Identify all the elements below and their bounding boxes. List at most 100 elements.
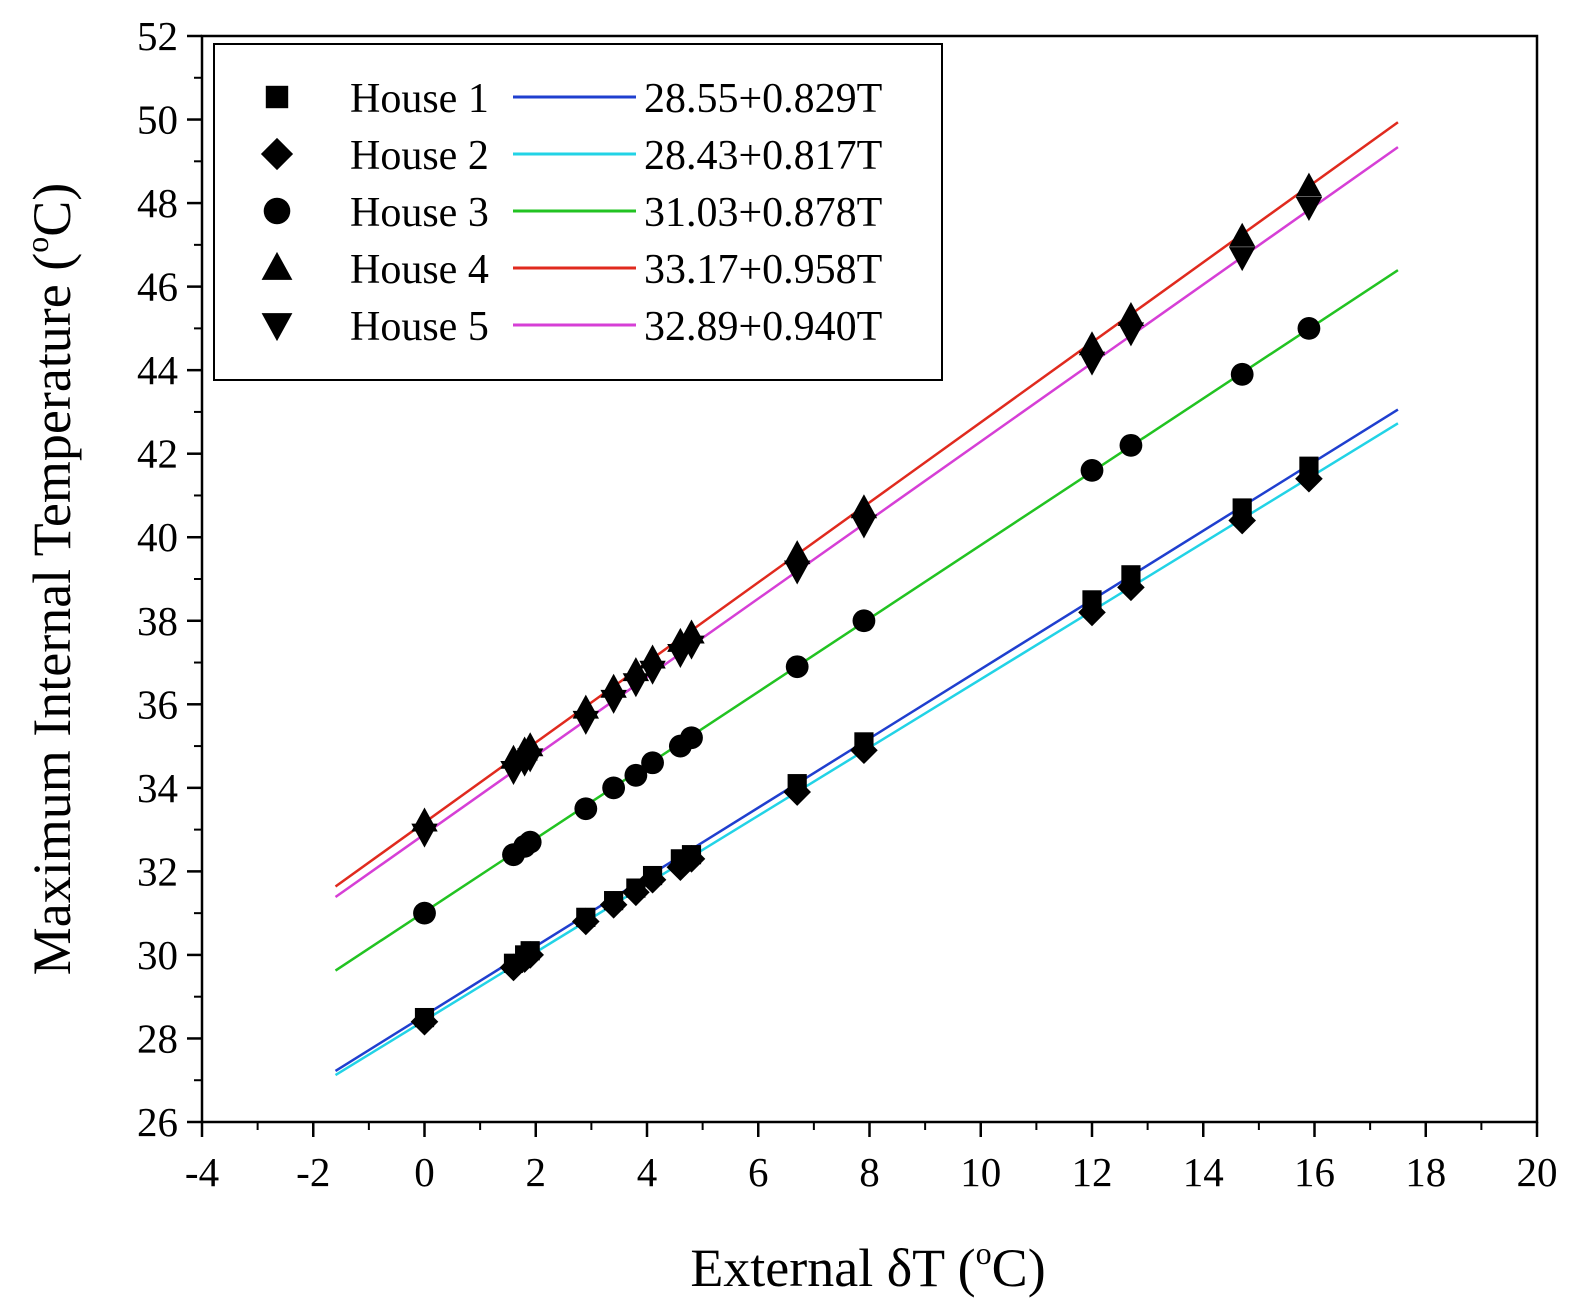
x-axis-title: External δT (oC) xyxy=(690,1235,1045,1298)
data-point xyxy=(624,763,648,787)
x-tick-label: -2 xyxy=(296,1149,330,1195)
legend-marker xyxy=(261,251,293,280)
x-tick-label: 6 xyxy=(748,1149,769,1195)
data-point xyxy=(678,635,705,660)
data-point xyxy=(622,878,650,907)
data-point xyxy=(850,736,878,765)
legend-fit-equation: 28.55+0.829T xyxy=(644,76,882,122)
data-point xyxy=(1117,322,1145,347)
legend-series-name: House 2 xyxy=(350,133,489,179)
y-tick-label: 30 xyxy=(137,932,178,978)
data-point xyxy=(677,845,706,873)
y-tick-label: 38 xyxy=(137,598,178,644)
data-point xyxy=(1228,222,1256,247)
x-tick-label: 10 xyxy=(960,1149,1001,1195)
legend-fit-equation: 31.03+0.878T xyxy=(644,190,882,236)
data-point xyxy=(639,660,666,685)
data-point xyxy=(1297,316,1321,340)
data-point xyxy=(574,797,598,821)
series-house-2 xyxy=(410,464,1323,1036)
data-point xyxy=(1117,573,1145,602)
data-point xyxy=(1228,247,1256,272)
legend-fit-equation: 33.17+0.958T xyxy=(644,247,882,293)
data-point xyxy=(413,901,436,925)
y-tick-label: 34 xyxy=(137,765,178,811)
legend-marker xyxy=(265,85,289,109)
y-tick-label: 48 xyxy=(137,180,178,226)
data-point xyxy=(783,560,811,585)
data-point xyxy=(1117,302,1145,327)
data-point xyxy=(1295,197,1323,222)
legend-marker xyxy=(263,197,291,225)
data-point xyxy=(850,514,878,539)
data-point xyxy=(516,941,544,969)
legend-entry: House 2 28.43+0.817T xyxy=(260,133,882,179)
data-point xyxy=(1230,362,1254,386)
x-tick-label: 12 xyxy=(1072,1149,1113,1195)
y-tick-label: 46 xyxy=(137,264,178,310)
x-tick-label: 4 xyxy=(637,1149,658,1195)
data-point xyxy=(850,494,878,519)
legend-series-name: House 1 xyxy=(350,76,489,122)
data-point xyxy=(499,953,528,982)
data-point xyxy=(1078,598,1106,627)
y-tick-label: 42 xyxy=(137,431,178,477)
legend-series-name: House 3 xyxy=(350,190,489,236)
data-point xyxy=(411,823,438,848)
data-point xyxy=(1080,459,1104,482)
y-tick-label: 28 xyxy=(137,1015,178,1061)
data-point xyxy=(680,726,703,750)
y-tick-label: 32 xyxy=(137,848,178,894)
x-tick-label: 2 xyxy=(526,1149,547,1195)
x-tick-label: -4 xyxy=(185,1149,219,1195)
data-point xyxy=(1078,351,1106,376)
x-tick-labels: -4 -2 0 2 4 6 8 10 12 14 16 18 20 xyxy=(185,1149,1558,1195)
y-tick-label: 52 xyxy=(137,13,178,59)
data-points xyxy=(410,172,1323,1036)
legend-entry: House 1 28.55+0.829T xyxy=(265,76,882,122)
data-point xyxy=(572,907,600,936)
x-tick-label: 14 xyxy=(1183,1149,1224,1195)
data-point xyxy=(638,865,667,894)
legend-entry: House 5 32.89+0.940T xyxy=(261,304,882,350)
legend-entry: House 3 31.03+0.878T xyxy=(263,190,882,236)
data-point xyxy=(641,751,664,775)
y-tick-labels: 26 28 30 32 34 36 38 40 42 44 46 48 50 52 xyxy=(137,13,178,1145)
series-house-5 xyxy=(411,197,1323,848)
y-tick-label: 36 xyxy=(137,681,178,727)
data-point xyxy=(600,689,627,714)
data-point xyxy=(1078,331,1106,356)
data-point xyxy=(1228,506,1256,535)
legend-marker xyxy=(261,313,293,342)
y-axis-title: Maximum Internal Temperature (oC) xyxy=(19,183,82,975)
axis-ticks xyxy=(187,34,1539,1137)
y-tick-label: 44 xyxy=(137,347,178,393)
legend-series-name: House 4 xyxy=(350,247,489,293)
legend-fit-equation: 28.43+0.817T xyxy=(644,133,882,179)
x-tick-label: 18 xyxy=(1405,1149,1446,1195)
y-tick-label: 40 xyxy=(137,514,178,560)
data-point xyxy=(1295,464,1323,493)
data-point xyxy=(599,891,628,919)
data-point xyxy=(572,710,600,735)
data-point xyxy=(622,673,650,698)
series-house-3 xyxy=(413,316,1321,925)
data-point xyxy=(1295,172,1323,197)
data-point xyxy=(516,748,544,773)
data-point xyxy=(602,776,626,800)
data-point xyxy=(410,1007,439,1036)
x-tick-label: 16 xyxy=(1294,1149,1335,1195)
x-tick-label: 8 xyxy=(859,1149,880,1195)
data-point xyxy=(518,830,542,854)
data-point xyxy=(1119,433,1143,457)
data-point xyxy=(783,540,811,565)
data-point xyxy=(852,609,876,633)
legend-marker xyxy=(260,137,294,171)
data-point xyxy=(785,655,809,679)
x-tick-label: 20 xyxy=(1517,1149,1558,1195)
y-tick-label: 26 xyxy=(137,1099,178,1145)
legend-fit-equation: 32.89+0.940T xyxy=(644,304,882,350)
